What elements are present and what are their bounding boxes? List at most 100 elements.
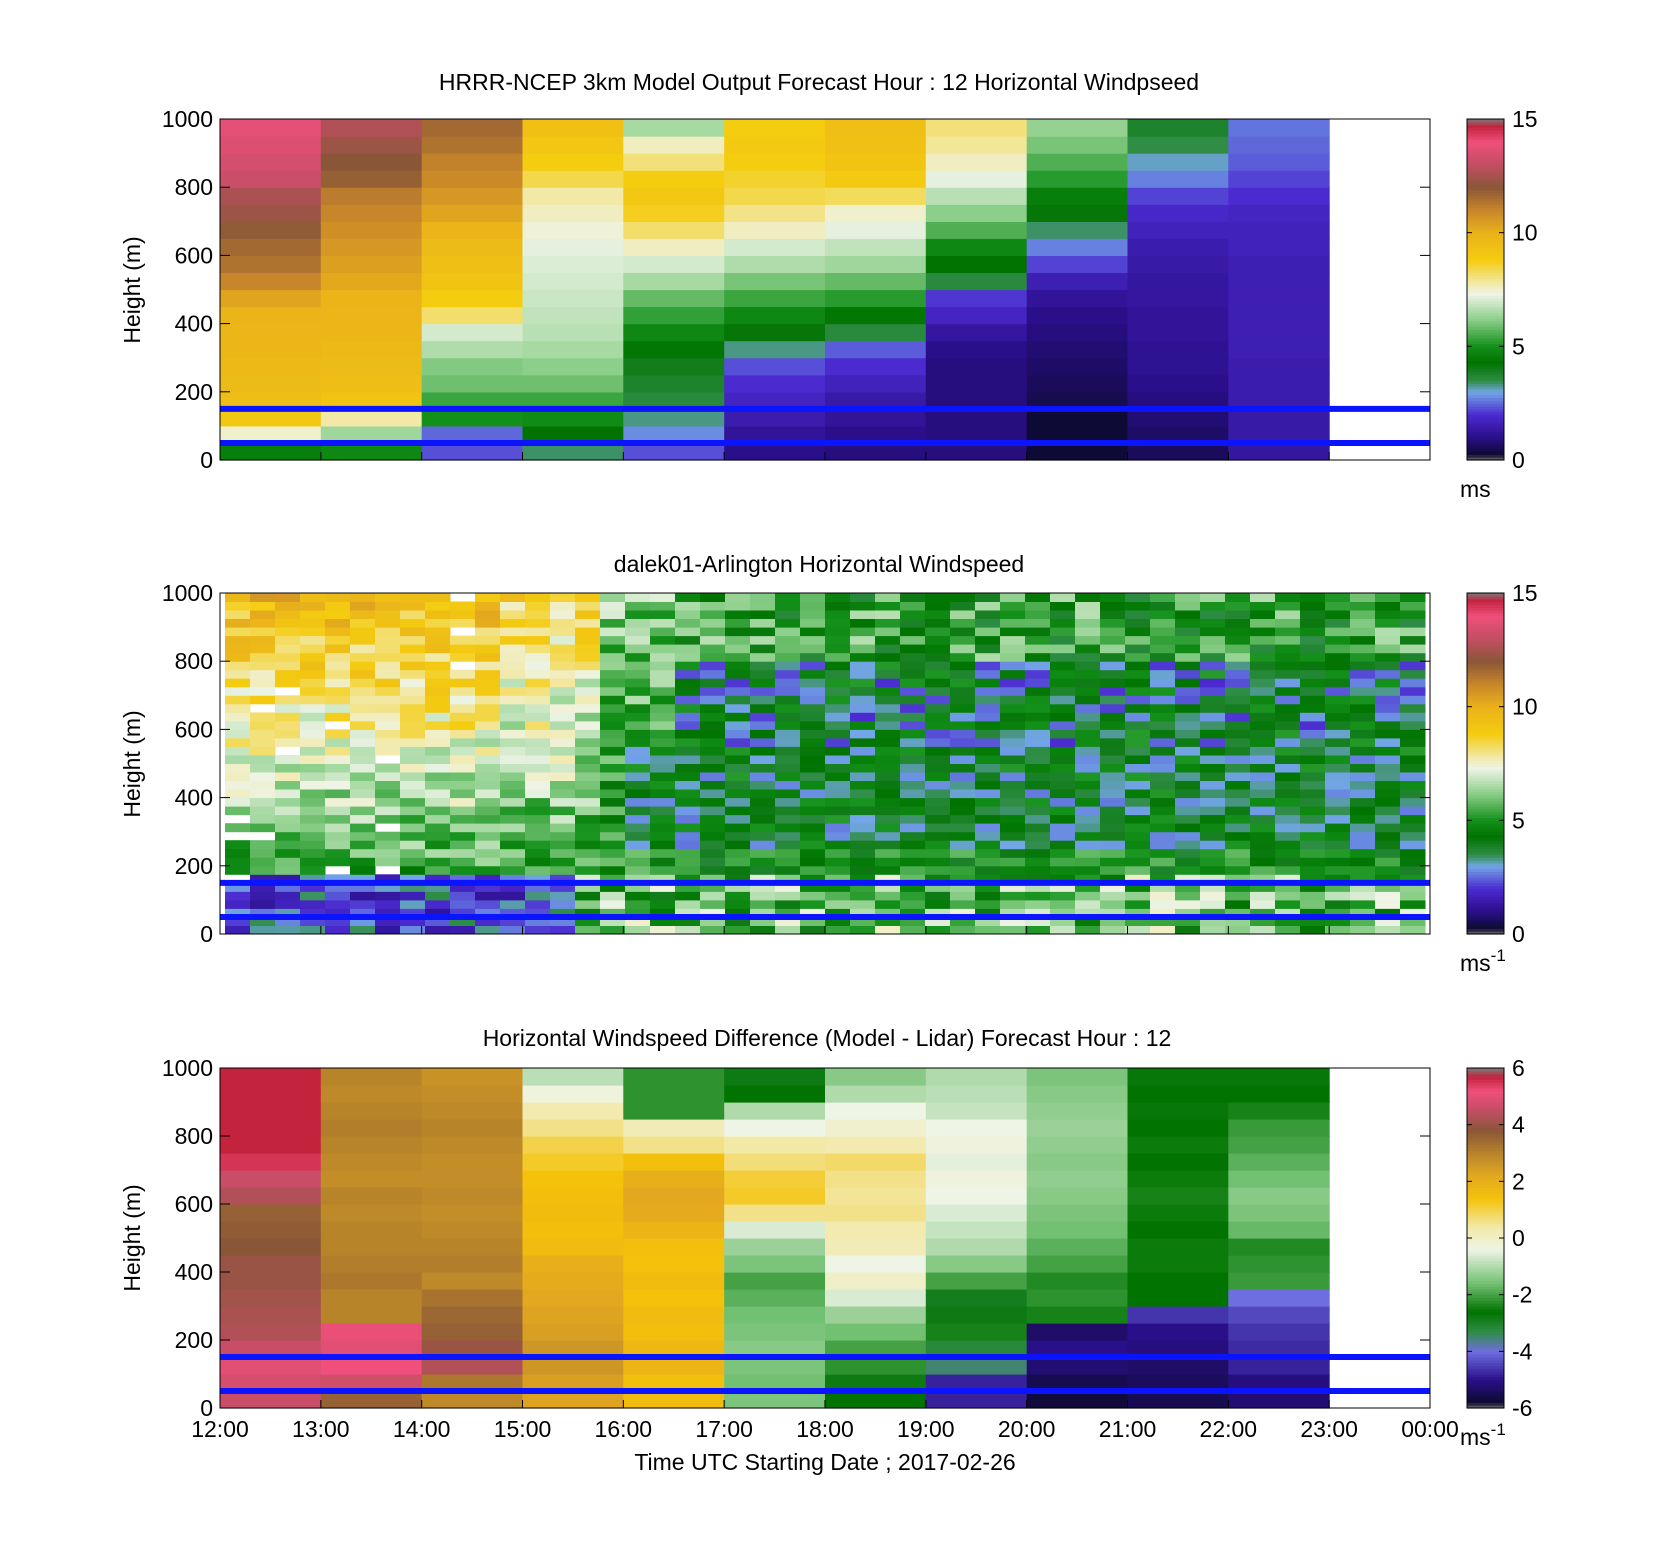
heatmap-cell [1228,1085,1330,1103]
heatmap-cell [220,1289,322,1307]
heatmap-cell [825,772,851,781]
heatmap-cell [375,746,401,756]
heatmap-cell [275,729,301,739]
heatmap-cell [750,899,776,909]
heatmap-cell [1025,780,1051,790]
heatmap-cell [421,119,524,137]
heatmap-cell [925,712,951,722]
heatmap-cell [1127,170,1229,188]
heatmap-cell [1225,635,1251,645]
heatmap-cell [1200,720,1226,730]
heatmap-cell [625,601,651,611]
heatmap-cell [975,857,1001,867]
colorbar-swatch [1467,1093,1504,1097]
heatmap-cell [220,357,322,376]
heatmap-cell [1250,917,1276,926]
heatmap-cell [724,1323,826,1341]
heatmap-cell [1127,1272,1229,1290]
heatmap-cell [220,1153,322,1171]
heatmap-cell [575,661,601,671]
heatmap-cell [1228,1374,1330,1392]
heatmap-cell [522,1136,624,1154]
heatmap-cell [775,686,801,696]
heatmap-cell [700,686,726,696]
colorbar-swatch [1467,811,1504,816]
colorbar-swatch [1467,403,1504,407]
heatmap-cell [625,823,651,833]
colorbar-swatch [1467,317,1504,322]
y-tick-label: 800 [175,648,213,674]
heatmap-cell [900,593,926,602]
heatmap-cell [1150,840,1176,850]
heatmap-cell [623,136,725,154]
heatmap-cell [625,644,651,654]
heatmap-cell [1026,1323,1129,1341]
heatmap-cell [1300,823,1326,833]
heatmap-cell [1200,917,1226,926]
heatmap-cell [825,187,927,205]
heatmap-cell [600,652,626,662]
heatmap-cell [875,806,901,816]
heatmap-cell [725,712,751,722]
colorbar-swatch [1467,1238,1504,1242]
heatmap-cell [1150,908,1176,918]
heatmap-cell [775,772,801,781]
heatmap-cell [1225,840,1251,850]
heatmap-cell [1300,908,1326,918]
heatmap-cell [550,593,576,602]
heatmap-cell [425,755,451,764]
heatmap-cell [850,865,876,875]
heatmap-cell [450,789,476,799]
colorbar-swatch [1467,709,1504,713]
heatmap-cell [250,601,276,611]
heatmap-cell [320,1272,423,1290]
heatmap-cell [1075,882,1101,892]
heatmap-cell [1125,806,1151,816]
heatmap-cell [1026,408,1129,427]
heatmap-cell [220,1068,322,1086]
heatmap-cell [425,882,451,892]
colorbar-swatch [1467,417,1504,421]
heatmap-cell [1400,908,1426,918]
heatmap-cell [1075,780,1101,790]
heatmap-cell [550,840,576,850]
heatmap-cell [1350,797,1376,807]
heatmap-cell [250,712,276,722]
heatmap-cell [900,763,926,773]
heatmap-cell [1175,720,1201,730]
heatmap-cell [1275,882,1301,892]
heatmap-cell [525,737,551,747]
heatmap-cell [825,840,851,850]
heatmap-cell [724,1340,826,1358]
heatmap-cell [875,925,901,935]
heatmap-cell [1400,780,1426,790]
heatmap-cell [350,661,376,671]
heatmap-cell [1175,627,1201,637]
colorbar-swatch [1467,917,1504,921]
colorbar-swatch [1467,1170,1504,1174]
heatmap-cell [1026,289,1129,308]
heatmap-cell [500,806,526,816]
heatmap-cell [325,755,351,764]
heatmap-cell [724,204,826,222]
heatmap-cell [950,891,976,901]
colorbar-swatch [1467,925,1504,929]
colorbar-swatch [1467,897,1504,901]
colorbar-swatch [1467,828,1504,833]
heatmap-cell [220,1238,322,1256]
heatmap-cell [950,865,976,875]
colorbar-swatch [1467,664,1504,668]
heatmap-cell [750,686,776,696]
heatmap-cell [1075,618,1101,628]
heatmap-cell [1175,729,1201,739]
colorbar-swatch [1467,1141,1504,1146]
heatmap-cell [950,610,976,619]
heatmap-cell [421,1102,524,1120]
heatmap-cell [421,323,524,342]
heatmap-cell [300,908,326,918]
heatmap-cell [1100,797,1126,807]
heatmap-cell [500,669,526,679]
colorbar-swatch [1467,1204,1504,1208]
heatmap-cell [800,840,826,850]
heatmap-cell [1375,669,1401,679]
